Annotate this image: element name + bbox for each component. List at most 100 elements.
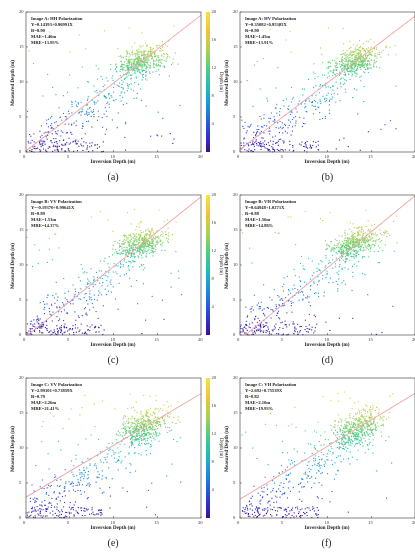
scatter-point bbox=[48, 148, 49, 149]
scatter-point bbox=[113, 271, 114, 272]
scatter-point bbox=[350, 442, 351, 443]
scatter-point bbox=[257, 131, 258, 132]
y-tick-label: 5 bbox=[233, 297, 235, 302]
scatter-point bbox=[252, 141, 253, 142]
scatter-point bbox=[40, 515, 41, 516]
scatter-point bbox=[357, 438, 358, 439]
scatter-point bbox=[276, 127, 277, 128]
scatter-point bbox=[358, 244, 359, 245]
scatter-point bbox=[290, 114, 291, 115]
scatter-point bbox=[50, 117, 51, 118]
scatter-point bbox=[156, 241, 157, 242]
scatter-point bbox=[102, 117, 103, 118]
scatter-point bbox=[157, 65, 158, 66]
scatter-point bbox=[48, 453, 49, 454]
scatter-point bbox=[123, 235, 124, 236]
scatter-point bbox=[342, 236, 343, 237]
scatter-point bbox=[344, 67, 345, 68]
scatter-point bbox=[371, 47, 372, 48]
scatter-point bbox=[335, 430, 336, 431]
scatter-point bbox=[167, 427, 168, 428]
scatter-point bbox=[54, 474, 55, 475]
scatter-point bbox=[82, 123, 83, 124]
scatter-point bbox=[136, 402, 137, 403]
scatter-point bbox=[303, 294, 304, 295]
scatter-point bbox=[339, 318, 340, 319]
scatter-point bbox=[76, 105, 77, 106]
scatter-point bbox=[33, 511, 34, 512]
scatter-point bbox=[85, 307, 86, 308]
scatter-point bbox=[356, 418, 357, 419]
scatter-point bbox=[376, 239, 377, 240]
scatter-point bbox=[162, 59, 163, 60]
scatter-point bbox=[264, 114, 265, 115]
scatter-point bbox=[309, 296, 310, 297]
scatter-point bbox=[344, 424, 345, 425]
scatter-points bbox=[27, 394, 182, 519]
scatter-point bbox=[367, 420, 368, 421]
scatter-point bbox=[130, 464, 131, 465]
scatter-point bbox=[305, 142, 306, 143]
scatter-point bbox=[57, 147, 58, 148]
scatter-point bbox=[84, 491, 85, 492]
scatter-point bbox=[311, 102, 312, 103]
scatter-point bbox=[127, 65, 128, 66]
scatter-point bbox=[149, 56, 150, 57]
scatter-point bbox=[337, 434, 338, 435]
scatter-point bbox=[69, 144, 70, 145]
scatter-point bbox=[160, 62, 161, 63]
scatter-point bbox=[114, 252, 115, 253]
scatter-point bbox=[54, 331, 55, 332]
scatter-point bbox=[365, 210, 366, 211]
scatter-point bbox=[260, 145, 261, 146]
scatter-point bbox=[245, 332, 246, 333]
scatter-point bbox=[160, 240, 161, 241]
scatter-point bbox=[326, 459, 327, 460]
scatter-point bbox=[120, 75, 121, 76]
scatter-point bbox=[65, 495, 66, 496]
scatter-point bbox=[148, 443, 149, 444]
scatter-point bbox=[138, 65, 139, 66]
scatter-point bbox=[364, 256, 365, 257]
scatter-point bbox=[71, 460, 72, 461]
scatter-point bbox=[254, 331, 255, 332]
scatter-point bbox=[130, 433, 131, 434]
scatter-point bbox=[138, 56, 139, 57]
scatter-point bbox=[315, 106, 316, 107]
scatter-point bbox=[70, 502, 71, 503]
scatter-point bbox=[359, 238, 360, 239]
scatter-point bbox=[242, 331, 243, 332]
scatter-point bbox=[126, 421, 127, 422]
scatter-point bbox=[146, 251, 147, 252]
scatter-point bbox=[68, 111, 69, 112]
scatter-point bbox=[250, 327, 251, 328]
scatter-point bbox=[40, 513, 41, 514]
scatter-point bbox=[59, 306, 60, 307]
scatter-point bbox=[173, 139, 174, 140]
scatter-point bbox=[357, 251, 358, 252]
scatter-point bbox=[352, 65, 353, 66]
scatter-point bbox=[359, 40, 360, 41]
scatter-point bbox=[56, 316, 57, 317]
scatter-point bbox=[330, 66, 331, 67]
scatter-point bbox=[262, 491, 263, 492]
scatter-point bbox=[126, 240, 127, 241]
scatter-point bbox=[363, 71, 364, 72]
scatter-point bbox=[52, 320, 53, 321]
scatter-point bbox=[254, 295, 255, 296]
scatter-point bbox=[336, 245, 337, 246]
scatter-point bbox=[352, 74, 353, 75]
scatter-point bbox=[130, 439, 131, 440]
scatter-point bbox=[110, 64, 111, 65]
scatter-point bbox=[378, 262, 379, 263]
scatter-point bbox=[360, 80, 361, 81]
scatter-point bbox=[338, 447, 339, 448]
scatter-point bbox=[342, 56, 343, 57]
scatter-point bbox=[56, 141, 57, 142]
scatter-point bbox=[335, 266, 336, 267]
scatter-point bbox=[305, 211, 306, 212]
scatter-point bbox=[46, 492, 47, 493]
scatter-point bbox=[302, 265, 303, 266]
scatter-point bbox=[277, 122, 278, 123]
scatter-point bbox=[126, 432, 127, 433]
